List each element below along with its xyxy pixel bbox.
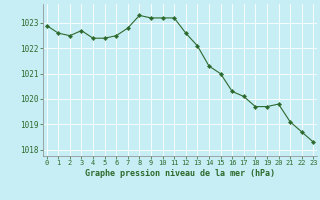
X-axis label: Graphe pression niveau de la mer (hPa): Graphe pression niveau de la mer (hPa) (85, 169, 275, 178)
